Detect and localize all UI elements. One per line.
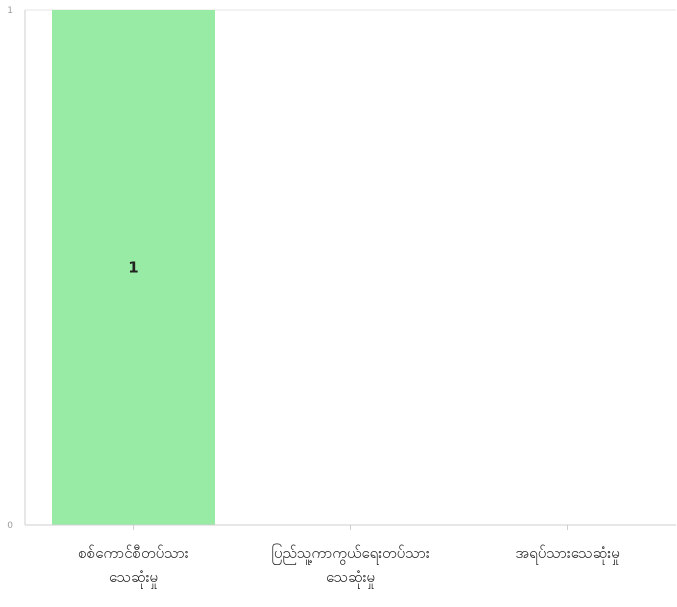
y-tick-label: 1 (7, 6, 13, 16)
x-category-label: အရပ်သားသေဆုံးမှု (515, 544, 619, 565)
x-category-label: စစ်ကောင်စီတပ်သား (78, 544, 188, 562)
x-category-label: သေဆုံးမှု (109, 568, 158, 589)
bar-data-label: 1 (128, 259, 138, 277)
x-category-label: ပြည်သူ့ကာကွယ်ရေးတပ်သား (271, 543, 430, 565)
bar (52, 10, 215, 525)
x-category-label: သေဆုံးမှု (326, 568, 375, 589)
y-tick-label: 0 (7, 521, 13, 531)
